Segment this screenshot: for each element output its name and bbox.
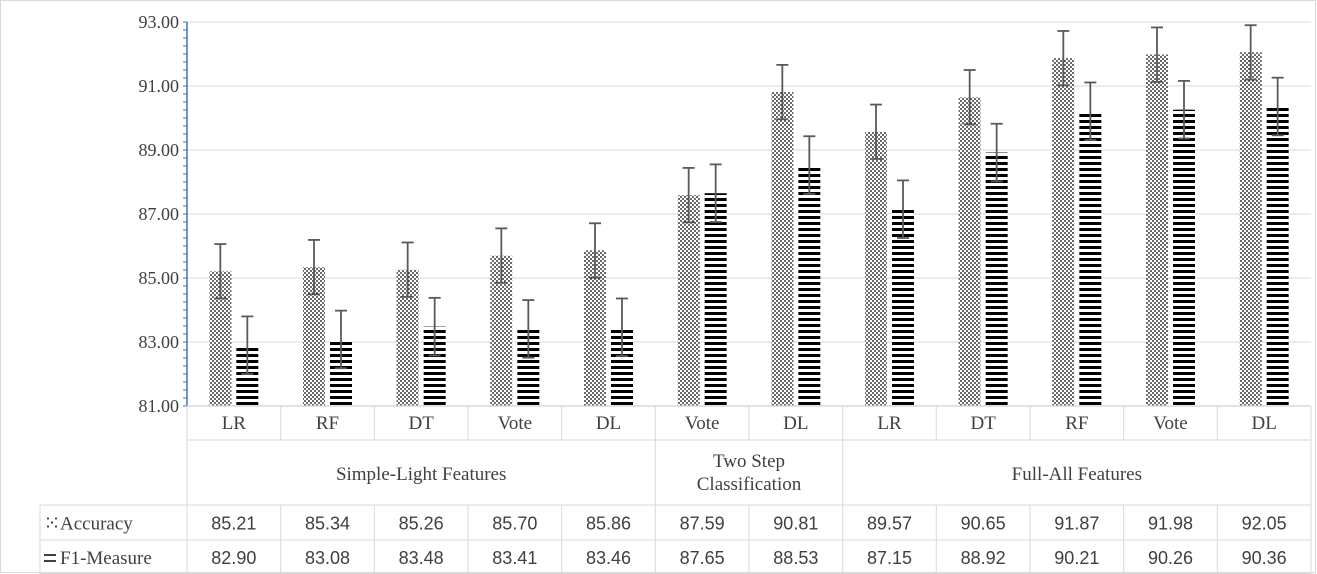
table-cell: 85.21 xyxy=(211,514,256,534)
group-label: Two Step xyxy=(713,451,785,472)
table-cell: 90.21 xyxy=(1054,548,1099,568)
f1-measure-bar xyxy=(1079,111,1102,406)
accuracy-bar xyxy=(490,255,513,406)
group-label: Full-All Features xyxy=(1012,464,1142,485)
table-cell: 91.87 xyxy=(1054,514,1099,534)
table-cell: 82.90 xyxy=(211,548,256,568)
accuracy-bar xyxy=(1239,52,1262,407)
accuracy-legend-key xyxy=(54,517,58,520)
bars xyxy=(209,24,1289,407)
y-tick-label: 91.00 xyxy=(139,76,180,96)
category-label: DL xyxy=(783,413,808,434)
table-cell: 85.70 xyxy=(492,514,537,534)
table-row-header: F1-Measure xyxy=(60,548,152,569)
accuracy-bar xyxy=(396,269,419,406)
table-cell: 90.81 xyxy=(773,514,818,534)
data-table: LR RF DT Vote DL Vote DL LR DT RF Vote DL Simple-Lig… xyxy=(39,406,1312,574)
f1-measure-bar xyxy=(985,152,1008,406)
f1-measure-bar xyxy=(330,339,352,406)
accuracy-bar xyxy=(1052,58,1075,406)
y-tick-label: 81.00 xyxy=(139,396,180,416)
category-label: DT xyxy=(971,413,997,434)
y-tick-label: 87.00 xyxy=(139,204,180,224)
table-cell: 87.59 xyxy=(680,514,725,534)
table-cell: 85.26 xyxy=(399,514,444,534)
accuracy-legend-key xyxy=(46,517,50,520)
f1-measure-bar xyxy=(517,328,540,406)
table-cell: 91.98 xyxy=(1148,514,1193,534)
table-cell: 90.36 xyxy=(1242,548,1287,568)
accuracy-legend-key xyxy=(46,525,50,528)
f1-measure-legend-key xyxy=(44,560,56,562)
y-tick-label: 93.00 xyxy=(139,12,180,32)
table-cell: 83.41 xyxy=(492,548,537,568)
accuracy-bar xyxy=(677,195,700,406)
table-cell: 83.46 xyxy=(586,548,631,568)
group-label: Simple-Light Features xyxy=(336,464,506,485)
f1-measure-bar xyxy=(704,193,727,406)
accuracy-bar xyxy=(771,92,794,406)
y-tick-label: 85.00 xyxy=(139,268,180,288)
category-label: DL xyxy=(596,413,621,434)
accuracy-legend-key xyxy=(50,521,54,524)
f1-measure-bar xyxy=(236,345,259,406)
accuracy-bar xyxy=(865,131,887,406)
category-label: LR xyxy=(222,413,247,434)
table-cell: 88.92 xyxy=(961,548,1006,568)
category-label: Vote xyxy=(498,413,532,434)
y-tick-label: 89.00 xyxy=(139,140,180,160)
table-cell: 83.08 xyxy=(305,548,350,568)
accuracy-bar xyxy=(303,267,325,406)
table-cell: 87.65 xyxy=(680,548,725,568)
table-cell: 90.26 xyxy=(1148,548,1193,568)
category-label: DT xyxy=(409,413,435,434)
category-label: Vote xyxy=(1153,413,1187,434)
table-cell: 87.15 xyxy=(867,548,912,568)
category-label: DL xyxy=(1252,413,1277,434)
f1-measure-bar xyxy=(1173,109,1195,407)
accuracy-bar xyxy=(584,250,606,406)
category-label: LR xyxy=(877,413,902,434)
f1-measure-bar xyxy=(798,165,821,406)
f1-measure-legend-key xyxy=(44,554,56,556)
table-cell: 83.48 xyxy=(399,548,444,568)
table-cell: 89.57 xyxy=(867,514,912,534)
category-label: Vote xyxy=(685,413,719,434)
f1-measure-bar xyxy=(892,209,914,406)
accuracy-bar xyxy=(1146,54,1168,406)
f1-measure-bar xyxy=(423,326,446,406)
category-label: RF xyxy=(1065,413,1088,434)
group-label: Classification xyxy=(697,474,802,495)
f1-measure-bar xyxy=(611,327,633,406)
y-tick-label: 83.00 xyxy=(139,332,180,352)
table-cell: 85.86 xyxy=(586,514,631,534)
table-cell: 85.34 xyxy=(305,514,350,534)
table-cell: 92.05 xyxy=(1242,514,1287,534)
table-cell: 90.65 xyxy=(961,514,1006,534)
accuracy-legend-key xyxy=(54,525,58,528)
table-cell: 88.53 xyxy=(773,548,818,568)
table-row-header: Accuracy xyxy=(60,514,133,535)
accuracy-bar xyxy=(209,271,232,406)
category-label: RF xyxy=(316,413,339,434)
accuracy-bar xyxy=(958,97,981,406)
f1-measure-bar xyxy=(1266,106,1289,406)
